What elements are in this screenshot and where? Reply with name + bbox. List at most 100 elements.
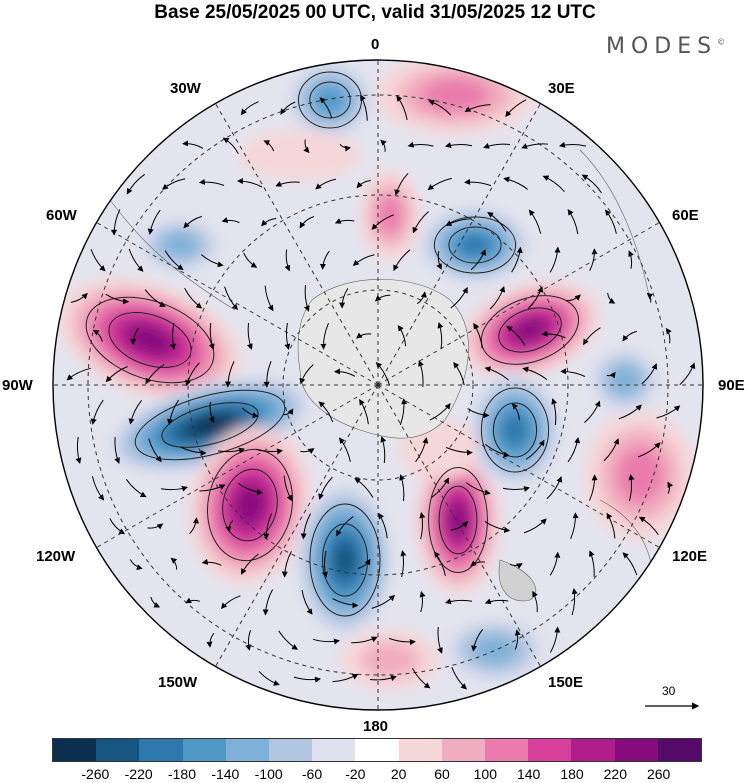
wind-vector [180,446,207,456]
colorbar-tick-label: -220 [124,766,153,782]
wind-vector [560,368,586,377]
wind-vector [628,474,635,502]
colorbar-tick-label: 220 [603,766,628,782]
wind-vector [300,448,315,455]
wind-vector [380,139,387,152]
contour-line [108,312,192,368]
meridian-line [96,384,379,548]
brand-text: MODES [606,34,718,59]
anomaly-shading [160,232,200,258]
coastline [109,199,236,311]
anomaly-shading [377,195,403,235]
wind-vector [224,286,239,311]
map-border [52,59,704,711]
wind-vector [246,323,253,350]
wind-vector [255,448,283,455]
wind-vector [607,292,616,304]
wind-vector [185,597,201,604]
wind-vector [319,250,330,270]
anomaly-shading [459,234,491,256]
wind-vector [75,436,82,464]
wind-vector [128,399,142,425]
wind-vector [303,285,310,312]
colorbar-swatch [269,739,313,761]
wind-vector [357,558,371,569]
wind-vector [445,218,472,226]
wind-vector [198,178,225,186]
vector-scale-label: 30 [662,684,676,698]
lon-label-180: 180 [363,718,389,735]
anomaly-shading [188,415,232,435]
colorbar-swatch [312,739,356,761]
wind-vector [532,590,538,613]
wind-vector [549,246,561,273]
wind-vector [339,288,349,309]
colorbar-tick-label: 60 [434,766,450,782]
lon-label-150w: 150W [158,674,198,691]
wind-vector [445,598,473,605]
wind-vector [567,209,579,235]
contour-line [309,503,381,617]
wind-vector [604,209,617,234]
wind-vector [201,558,222,566]
wind-vector [375,361,390,386]
wind-vector [299,364,314,385]
meridian-line [215,103,379,386]
anomaly-shading [240,130,360,180]
wind-vector [641,363,658,385]
meridian-line [377,384,660,548]
wind-vector [359,398,369,425]
contour-line [438,485,478,555]
wind-vector [646,292,654,303]
wind-vector [199,484,226,492]
wind-vector [412,211,429,234]
wind-vector [528,209,542,234]
wind-vector [90,249,106,272]
wind-vector [450,521,469,531]
wind-vector [208,401,215,423]
wind-vector [339,143,351,152]
colorbar-swatch [96,739,140,761]
wind-vector [184,287,203,309]
wind-vector [301,589,313,615]
wind-vector [92,329,103,342]
anomaly-shading [616,447,664,503]
wind-vector [284,249,291,272]
wind-vector [470,560,485,567]
wind-vector [419,512,426,540]
lon-label-30e: 30E [548,80,575,97]
wind-vector [637,442,661,458]
wind-vector [224,361,235,388]
wind-vector [300,513,312,540]
wind-vector [315,178,337,190]
colorbar [52,738,702,762]
wind-vector [467,408,490,419]
wind-vector [589,550,595,577]
wind-vector [628,250,634,269]
wind-vector [503,176,529,190]
colorbar-tick-label: 20 [390,766,407,782]
anomaly-shading [333,541,357,579]
contour-line [480,295,580,365]
wind-vector [263,140,275,152]
wind-vector [502,486,530,492]
colorbar-tick-label: -20 [345,766,366,782]
wind-vector [217,447,245,454]
wind-vector [208,323,215,350]
anomaly-shading [513,318,547,342]
wind-vector [484,520,511,533]
map-title: Base 25/05/2025 00 UTC, valid 31/05/2025… [154,2,596,23]
wind-vector [523,518,547,534]
wind-vector [241,407,259,419]
wind-vector [509,563,523,569]
colorbar-swatch [485,739,529,761]
wind-vector [473,322,483,349]
coastline [579,149,651,301]
wind-vector [418,360,424,387]
wind-vector [338,437,351,462]
colorbar-tick-label: 140 [516,766,541,782]
wind-vector [336,516,354,537]
wind-vector [148,438,162,463]
colorbar-swatch [614,739,658,761]
